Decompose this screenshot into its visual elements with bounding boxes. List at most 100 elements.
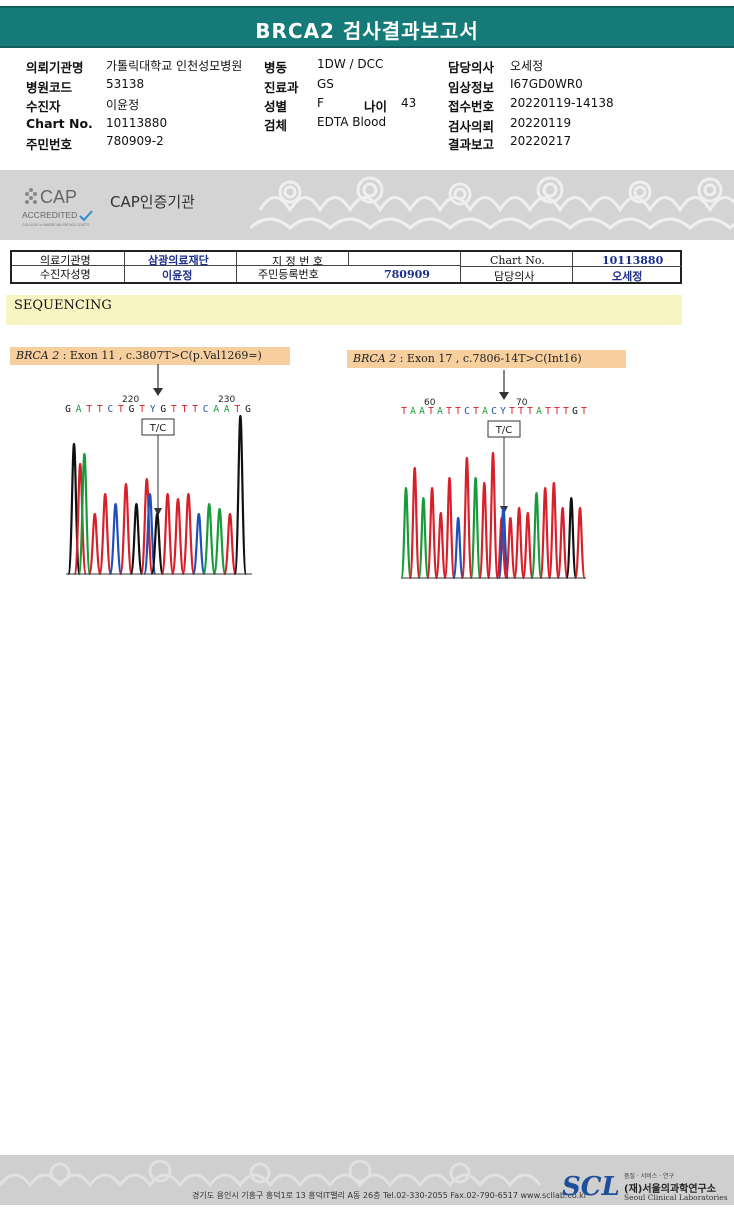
info-value: 1DW / DCC	[317, 57, 384, 71]
report-title-bar: BRCA2 검사결과보고서	[0, 6, 734, 48]
trace-peak	[513, 506, 525, 580]
trace-peak	[469, 476, 482, 580]
cap-band: CAP ACCREDITED COLLEGE of AMERICAN PATHO…	[0, 170, 734, 240]
trace-peak	[452, 516, 465, 580]
info-key: 병원코드	[26, 80, 73, 95]
table-value: 오세정	[612, 270, 643, 283]
trace-peak	[88, 512, 102, 576]
trace-peak	[77, 452, 92, 576]
trace-peak	[150, 512, 164, 576]
info-key: 검체	[264, 118, 288, 133]
info-value: GS	[317, 77, 334, 91]
base-call-letter: T	[473, 406, 479, 417]
info-row: 접수번호	[448, 96, 494, 115]
trace-peak	[443, 476, 456, 580]
trace-peak	[192, 512, 206, 576]
base-call-letter: T	[118, 404, 124, 415]
base-call-letter: A	[437, 406, 443, 417]
base-call-letter: T	[401, 406, 407, 417]
table-value: 이윤정	[162, 269, 193, 282]
trace-peak	[171, 497, 185, 576]
base-call-letter: A	[213, 404, 219, 415]
info-key: 병동	[264, 60, 288, 75]
trace-peak	[408, 466, 421, 580]
base-call-letter: T	[518, 406, 524, 417]
trace-peak	[417, 496, 430, 580]
info-row: 나이	[364, 96, 387, 115]
table-label: 의료기관명	[40, 254, 91, 267]
base-call-letter: G	[65, 404, 71, 415]
chromatogram-traces	[67, 414, 248, 576]
table-label: 수진자성명	[40, 268, 91, 281]
trace-peak	[530, 491, 543, 580]
trace-peak	[400, 486, 412, 580]
cap-logo-text: CAP	[40, 187, 77, 207]
gene-name: BRCA 2	[353, 352, 397, 365]
base-call-letter: T	[192, 404, 198, 415]
info-value: 20220119-14138	[510, 96, 614, 110]
info-key: 결과보고	[448, 137, 495, 152]
info-value: I67GD0WR0	[510, 77, 583, 91]
info-row: 담당의사	[448, 57, 494, 76]
footer-address: 경기도 용인시 기흥구 흥덕1로 13 흥덕IT밸리 A동 26층 Tel.02…	[192, 1191, 588, 1200]
base-call-letter: T	[171, 404, 177, 415]
chromatogram-traces	[400, 451, 586, 580]
reference-table: 의료기관명 삼광의료재단 지 정 번 호 Chart No. 10113880 …	[10, 250, 682, 284]
base-call-letter: Y	[500, 406, 506, 417]
info-row: Chart No.	[26, 116, 93, 131]
trace-peak	[434, 511, 447, 580]
base-call-letter: T	[545, 406, 551, 417]
info-key: 임상정보	[448, 80, 495, 95]
info-key: 검사의뢰	[448, 119, 495, 134]
base-call-letter: T	[527, 406, 533, 417]
info-row: 의뢰기관명	[26, 57, 84, 76]
trace-peak	[73, 462, 88, 576]
scl-org-name: (재)서울의과학연구소	[624, 1184, 716, 1195]
info-value: 20220217	[510, 134, 572, 148]
base-call-letter: T	[182, 404, 188, 415]
cap-logo-small: COLLEGE of AMERICAN PATHOLOGISTS	[22, 223, 90, 227]
variant-1-label: BRCA 2 : Exon 11 , c.3807T>C(p.Val1269=)	[10, 347, 290, 365]
position-tick-label: 220	[122, 395, 139, 405]
report-title: BRCA2 검사결과보고서	[255, 19, 479, 43]
info-row: 검체	[264, 115, 287, 134]
trace-peak	[181, 492, 196, 576]
cap-label: CAP인증기관	[110, 193, 195, 211]
cap-logo-subtext: ACCREDITED	[22, 210, 77, 220]
trace-peak	[212, 507, 227, 576]
info-key: 접수번호	[448, 99, 495, 114]
footer-band	[0, 1155, 734, 1205]
sequencing-header-bar	[6, 295, 682, 325]
info-key: 나이	[364, 99, 388, 114]
base-call-letter: T	[139, 404, 145, 415]
info-row: 임상정보	[448, 77, 494, 96]
footer-cloud-pattern	[0, 1159, 542, 1188]
trace-peak	[487, 451, 499, 580]
base-call-letter: T	[509, 406, 515, 417]
info-row: 결과보고	[448, 134, 494, 153]
trace-peak	[108, 502, 123, 576]
base-call-letter: C	[203, 404, 209, 415]
trace-peak	[574, 506, 586, 580]
trace-peak	[461, 456, 473, 580]
variant-2-label: BRCA 2 : Exon 17 , c.7806-14T>C(Int16)	[347, 350, 626, 368]
cap-accredited-logo: CAP ACCREDITED COLLEGE of AMERICAN PATHO…	[22, 187, 93, 227]
table-divider	[572, 252, 573, 282]
info-value: 가톨릭대학교 인천성모병원	[106, 59, 243, 73]
table-label: 지 정 번 호	[272, 255, 323, 268]
info-row: 병원코드	[26, 77, 72, 96]
table-divider	[124, 252, 125, 282]
trace-peak	[129, 502, 144, 576]
gene-name: BRCA 2	[16, 349, 60, 362]
arrow-head	[499, 392, 509, 400]
scl-tagline: 품질 · 서비스 · 연구	[624, 1173, 675, 1180]
info-key: 진료과	[264, 80, 299, 95]
base-call-letter: T	[446, 406, 452, 417]
base-call-letter: C	[491, 406, 497, 417]
trace-peak	[119, 482, 133, 576]
trace-peak	[223, 512, 237, 576]
base-call-letter: T	[563, 406, 569, 417]
sequencing-label: SEQUENCING	[14, 298, 112, 313]
